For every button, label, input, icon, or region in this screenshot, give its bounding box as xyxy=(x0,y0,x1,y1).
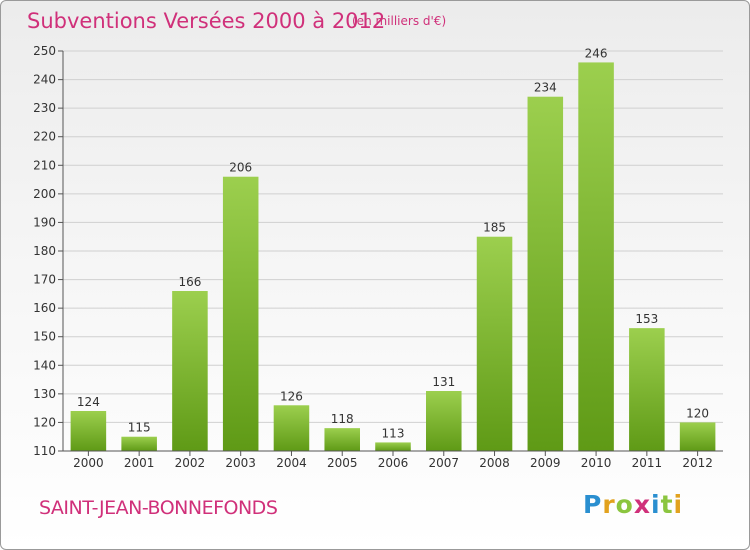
y-tick-label: 230 xyxy=(33,101,56,115)
proxiti-logo: Proxiti xyxy=(583,490,684,519)
data-label: 185 xyxy=(483,221,506,235)
x-tick-label: 2008 xyxy=(479,456,510,470)
y-tick-label: 140 xyxy=(33,358,56,372)
y-tick-label: 250 xyxy=(33,44,56,58)
bar xyxy=(679,422,716,451)
data-label: 126 xyxy=(280,389,303,403)
chart-subtitle: (en milliers d'€) xyxy=(352,14,447,28)
data-label: 234 xyxy=(534,81,557,95)
data-label: 124 xyxy=(77,395,100,409)
bar xyxy=(629,328,665,451)
y-tick-label: 180 xyxy=(33,244,56,258)
x-tick-label: 2007 xyxy=(428,456,459,470)
data-label: 113 xyxy=(382,426,405,440)
bar xyxy=(324,428,360,451)
x-tick-label: 2005 xyxy=(327,456,358,470)
y-tick-label: 130 xyxy=(33,387,56,401)
gridlines xyxy=(63,50,723,452)
bar xyxy=(426,391,462,451)
x-tick-label: 2001 xyxy=(124,456,155,470)
y-tick-label: 190 xyxy=(33,215,56,229)
bar xyxy=(222,176,259,451)
x-axis: 2000 2001 2002 2003 2004 2005 2006 2007 2008 2009… xyxy=(63,450,723,470)
y-tick-label: 110 xyxy=(33,444,56,458)
x-tick-label: 2010 xyxy=(581,456,612,470)
y-tick-label: 210 xyxy=(33,158,56,172)
x-tick-label: 2004 xyxy=(276,456,307,470)
bar xyxy=(375,442,411,451)
data-label: 206 xyxy=(229,161,252,175)
y-tick-label: 240 xyxy=(33,73,56,87)
y-tick-label: 170 xyxy=(33,273,56,287)
y-tick-label: 200 xyxy=(33,187,56,201)
bar xyxy=(70,411,107,451)
data-label: 120 xyxy=(686,406,709,420)
bar xyxy=(172,291,208,451)
x-tick-label: 2011 xyxy=(632,456,663,470)
bar xyxy=(476,236,513,451)
x-tick-label: 2012 xyxy=(682,456,713,470)
x-tick-label: 2006 xyxy=(378,456,409,470)
data-label: 166 xyxy=(178,275,201,289)
bar xyxy=(578,62,614,452)
y-tick-label: 220 xyxy=(33,130,56,144)
y-tick-label: 120 xyxy=(33,415,56,429)
x-tick-label: 2002 xyxy=(175,456,206,470)
bar xyxy=(273,405,310,451)
bars: 124 115 166 206 126 118 113 131 185 234 246 153 120 xyxy=(70,46,716,452)
data-label: 246 xyxy=(585,46,608,60)
bar xyxy=(527,96,564,451)
y-axis: 110 120 130 140 150 160 170 180 190 200 210 220 230 2… xyxy=(33,44,64,458)
y-tick-label: 160 xyxy=(33,301,56,315)
data-label: 115 xyxy=(128,421,151,435)
city-name: SAINT-JEAN-BONNEFONDS xyxy=(39,497,278,519)
data-label: 153 xyxy=(635,312,658,326)
x-tick-label: 2009 xyxy=(530,456,561,470)
data-label: 118 xyxy=(331,412,354,426)
x-tick-label: 2000 xyxy=(73,456,104,470)
data-label: 131 xyxy=(432,375,455,389)
bar xyxy=(121,436,157,451)
y-tick-label: 150 xyxy=(33,330,56,344)
chart-title: Subventions Versées 2000 à 2012 xyxy=(27,9,386,33)
x-tick-label: 2003 xyxy=(225,456,256,470)
